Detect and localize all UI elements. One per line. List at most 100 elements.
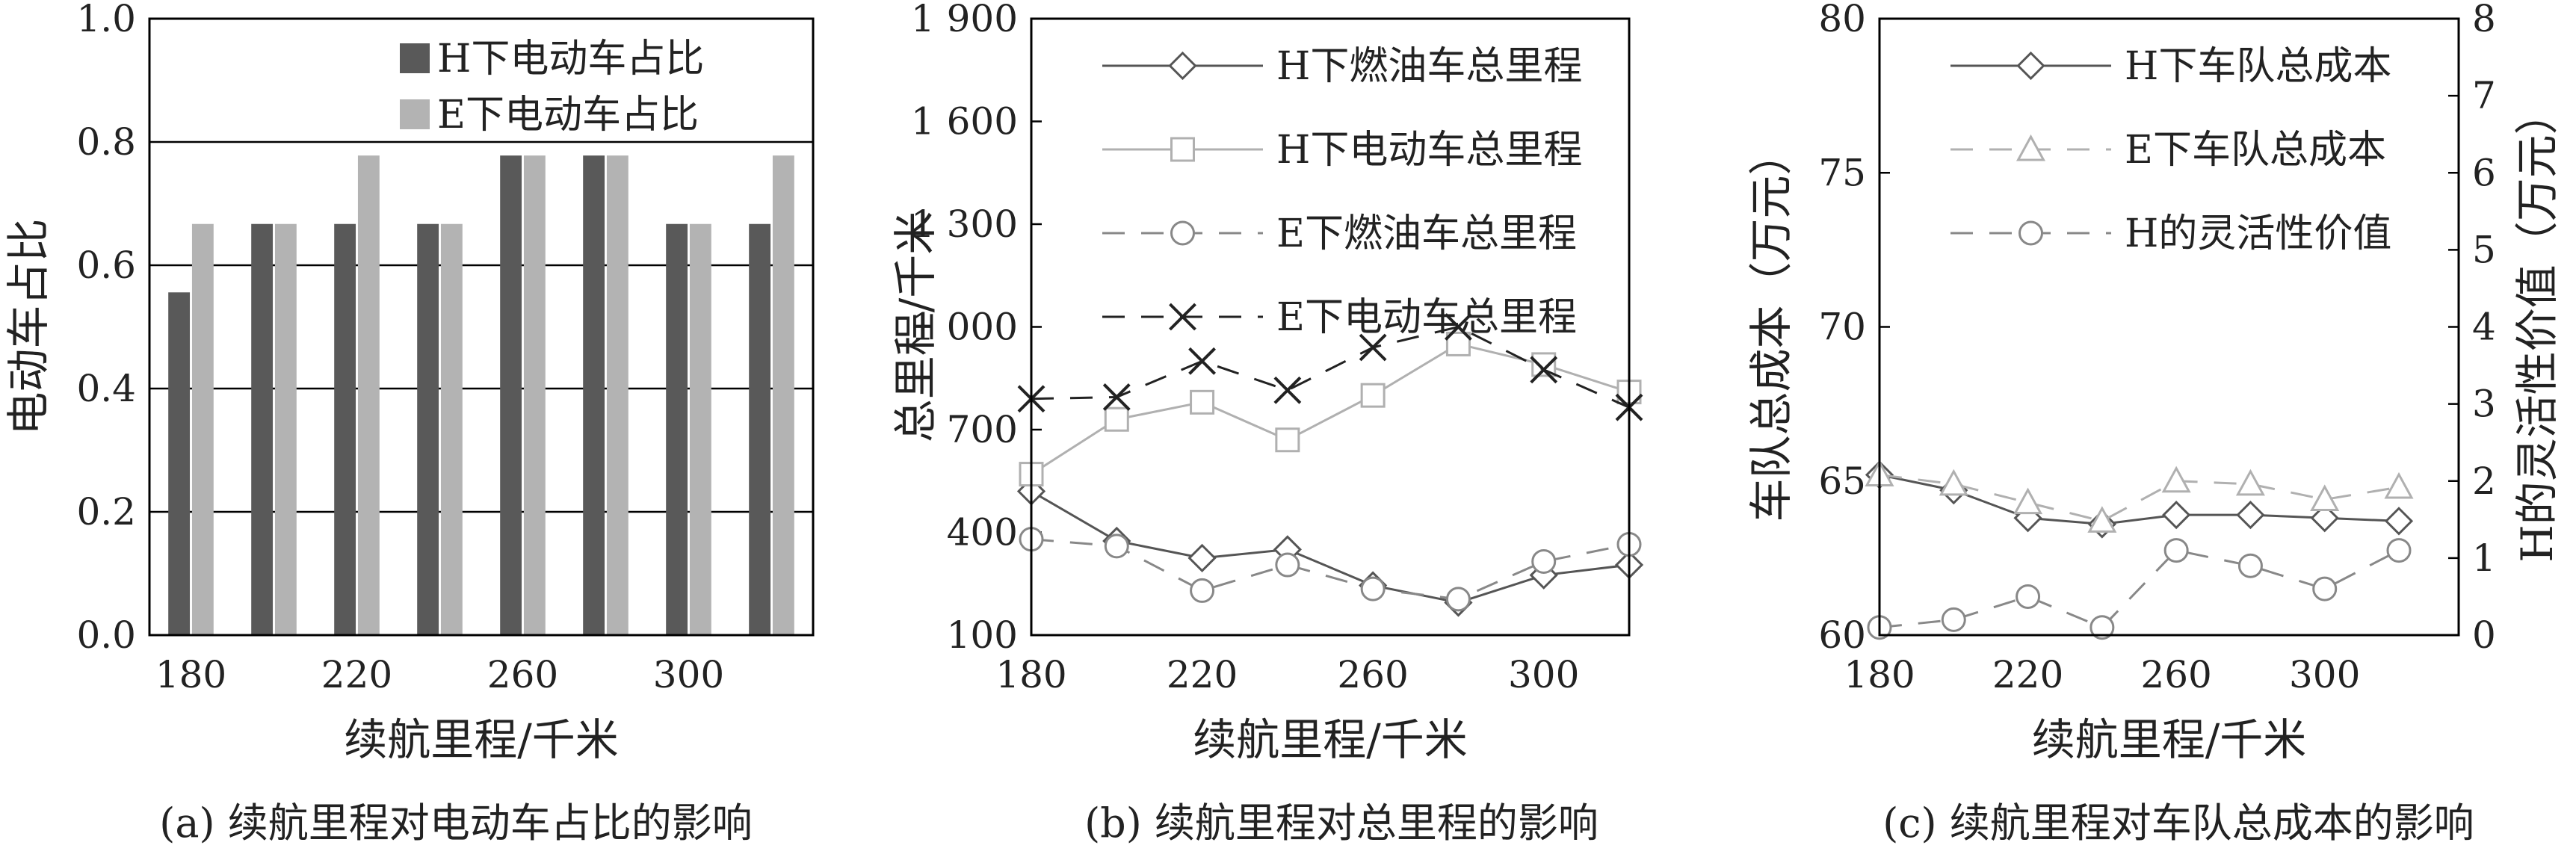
x-tick-label: 220 <box>1167 653 1238 696</box>
legend-label: E下电动车总里程 <box>1276 295 1577 340</box>
y-tick-label: 0.4 <box>76 367 136 410</box>
legend-label: H下电动车总里程 <box>1276 128 1582 173</box>
chart-panel-1: (a) 续航里程对电动车占比的影响 续航里程/千米 电动车占比 0.0 0.2 0.4 0.… <box>3 0 815 847</box>
data-point <box>2016 584 2041 609</box>
data-point <box>1531 548 1557 574</box>
x-tick-label: 180 <box>1844 653 1915 696</box>
y2-tick-label: 0 <box>2472 613 2496 657</box>
data-point <box>1190 578 1215 603</box>
y2-tick-label: 1 <box>2472 536 2496 580</box>
legend-label: H下燃油车总里程 <box>1276 44 1582 89</box>
data-point <box>1273 376 1302 404</box>
x-tick-label: 260 <box>1337 653 1408 696</box>
plot-frame <box>1030 17 1631 637</box>
legend-swatch <box>400 43 430 73</box>
x-axis-label: 续航里程/千米 <box>2032 714 2307 765</box>
data-point <box>1190 389 1215 415</box>
data-point <box>2312 576 2338 601</box>
data-point <box>1102 383 1131 411</box>
data-point <box>2384 471 2414 499</box>
x-tick-label: 220 <box>1992 653 2063 696</box>
legend-marker <box>1170 220 1195 246</box>
y2-tick-label: 6 <box>2472 151 2496 194</box>
series-line <box>1031 538 1630 601</box>
y-tick-label: 70 <box>1818 306 1866 349</box>
data-point <box>1359 333 1387 362</box>
y-tick-label: 0.8 <box>76 120 136 164</box>
legend-marker <box>2019 220 2043 246</box>
chart-panel-3: (c) 续航里程对车队总成本的影响续航里程/千米车队总成本（万元）6065707… <box>1746 0 2563 847</box>
data-point <box>1941 607 1966 632</box>
data-point <box>2384 507 2414 536</box>
chart-caption: (c) 续航里程对车队总成本的影响 <box>1882 799 2474 847</box>
data-point <box>2163 538 2189 563</box>
data-point <box>2237 553 2263 578</box>
x-tick-label: 180 <box>995 653 1066 696</box>
bar <box>191 223 214 636</box>
plot-frame <box>148 17 815 637</box>
chart-panel-2: (b) 续航里程对总里程的影响 续航里程/千米 总里程/千米 100 400 700 1 0… <box>890 0 1644 847</box>
y-tick-label: 700 <box>947 408 1018 451</box>
y-axis-label: 车队总成本（万元） <box>1746 132 1797 522</box>
data-point <box>1275 427 1300 453</box>
y-tick-label: 400 <box>947 511 1018 554</box>
data-point <box>1445 331 1471 356</box>
y-tick-label: 1.0 <box>76 0 136 40</box>
x-tick-label: 260 <box>2140 653 2211 696</box>
y-tick-label: 0.6 <box>76 244 136 287</box>
data-point <box>2013 487 2043 515</box>
x-tick-label: 220 <box>321 653 392 696</box>
data-point <box>1445 313 1472 341</box>
series-line <box>1879 548 2400 629</box>
y-tick-label: 1 900 <box>911 0 1018 40</box>
legend-marker <box>1168 51 1197 81</box>
legend-label: E下电动车占比 <box>437 93 699 137</box>
y-tick-label: 75 <box>1818 151 1866 194</box>
data-point <box>1445 587 1471 612</box>
data-point <box>2236 501 2265 530</box>
data-point <box>2235 468 2265 496</box>
bar <box>440 223 463 636</box>
legend-label: H的灵活性价值 <box>2125 211 2391 256</box>
y-tick-label: 1 300 <box>911 202 1018 246</box>
series-line <box>1879 474 2400 522</box>
bar <box>749 223 771 636</box>
bar <box>334 223 356 636</box>
y2-tick-label: 5 <box>2472 228 2496 271</box>
x-tick-label: 260 <box>487 653 558 696</box>
y2-tick-label: 7 <box>2472 74 2496 117</box>
y-axis-label: 电动车占比 <box>3 218 54 435</box>
data-point <box>2089 615 2115 640</box>
chart-caption: (a) 续航里程对电动车占比的影响 <box>159 799 753 847</box>
bar <box>606 155 628 635</box>
y-tick-label: 80 <box>1818 0 1866 40</box>
legend-label: H下电动车占比 <box>437 37 704 81</box>
y-tick-label: 1 000 <box>911 306 1018 349</box>
data-point <box>2386 538 2412 563</box>
y2-tick-label: 8 <box>2472 0 2496 40</box>
x-axis-label: 续航里程/千米 <box>1193 714 1468 765</box>
x-tick-label: 300 <box>2289 653 2360 696</box>
bar <box>689 223 711 636</box>
data-point <box>2087 506 2117 533</box>
legend-marker <box>2016 134 2046 161</box>
series-line <box>1031 342 1630 475</box>
data-point <box>1360 383 1386 408</box>
data-point <box>2162 501 2191 530</box>
y-tick-label: 1 600 <box>911 100 1018 143</box>
y-axis-label: 总里程/千米 <box>890 211 941 443</box>
bar <box>500 155 522 635</box>
series-line <box>1031 325 1630 409</box>
data-point <box>1360 576 1386 601</box>
legend-label: H下车队总成本 <box>2125 44 2391 89</box>
x-tick-label: 180 <box>155 653 226 696</box>
y2-axis-label: H的灵活性价值（万元） <box>2512 91 2563 563</box>
legend-label: E下车队总成本 <box>2125 128 2386 173</box>
y2-tick-label: 2 <box>2472 460 2496 503</box>
bar <box>168 292 191 635</box>
data-point <box>2310 484 2340 511</box>
legend-swatch <box>400 99 430 129</box>
x-tick-label: 300 <box>653 653 724 696</box>
y2-tick-label: 3 <box>2472 383 2496 426</box>
